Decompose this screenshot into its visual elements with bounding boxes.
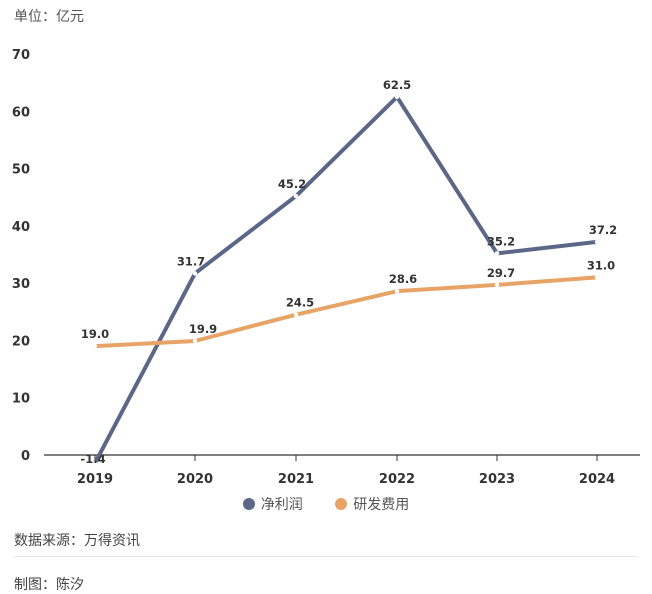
data-source: 数据来源：万得资讯 — [14, 533, 140, 549]
data-label: 35.2 — [487, 234, 515, 248]
data-point — [92, 460, 98, 466]
x-tick-label: 2023 — [479, 472, 515, 487]
y-tick-label: 10 — [12, 392, 30, 407]
y-tick-label: 40 — [12, 220, 30, 235]
data-point — [293, 193, 299, 199]
series-line-net-profit — [93, 94, 599, 466]
legend-marker-rd-expense — [335, 498, 348, 510]
data-label: 45.2 — [278, 177, 306, 191]
legend-item-rd-expense[interactable]: 研发费用 — [335, 494, 409, 514]
line-chart: 0 10 20 30 40 50 60 70 2019 2020 2021 2022 2023 2024 -… — [12, 48, 640, 487]
chart-legend: 净利润 研发费用 — [0, 494, 652, 514]
data-label: 29.7 — [487, 266, 515, 280]
y-tick-label: 50 — [12, 163, 30, 178]
data-label: 19.0 — [81, 327, 109, 341]
data-label: 62.5 — [383, 78, 411, 92]
x-tick-label: 2024 — [579, 472, 615, 487]
data-point — [494, 251, 500, 256]
data-label: 24.5 — [286, 296, 314, 310]
y-tick-label: 20 — [12, 334, 30, 349]
legend-label-rd-expense: 研发费用 — [353, 497, 410, 513]
data-point — [394, 94, 400, 100]
data-point — [594, 275, 600, 280]
series-line-rd-expense — [93, 275, 599, 349]
y-tick-label: 60 — [12, 105, 30, 120]
data-label: 31.0 — [587, 258, 615, 272]
y-tick-label: 70 — [12, 48, 30, 63]
data-point — [92, 343, 98, 349]
chart-credit: 制图：陈汐 — [14, 577, 84, 593]
data-label: 28.6 — [389, 272, 417, 286]
data-point — [394, 288, 400, 294]
x-tick-label: 2019 — [77, 472, 113, 487]
x-tick-label: 2020 — [177, 472, 213, 487]
legend-marker-net-profit — [242, 498, 255, 510]
data-point — [192, 338, 198, 344]
y-tick-label: 30 — [12, 277, 30, 292]
data-label: 19.9 — [189, 322, 217, 336]
data-point — [494, 282, 500, 288]
legend-label-net-profit: 净利润 — [260, 497, 303, 513]
y-tick-label: 0 — [21, 449, 30, 464]
unit-label: 单位：亿元 — [14, 9, 84, 25]
legend-item-net-profit[interactable]: 净利润 — [242, 494, 303, 514]
x-tick-label: 2022 — [379, 472, 415, 487]
data-point — [192, 271, 198, 276]
x-tick-label: 2021 — [278, 472, 314, 487]
footer-divider — [14, 556, 638, 557]
data-point — [293, 312, 299, 317]
data-label: -1.4 — [80, 452, 105, 466]
data-label: 31.7 — [177, 254, 205, 268]
data-point — [594, 239, 600, 245]
data-label: 37.2 — [589, 223, 617, 237]
